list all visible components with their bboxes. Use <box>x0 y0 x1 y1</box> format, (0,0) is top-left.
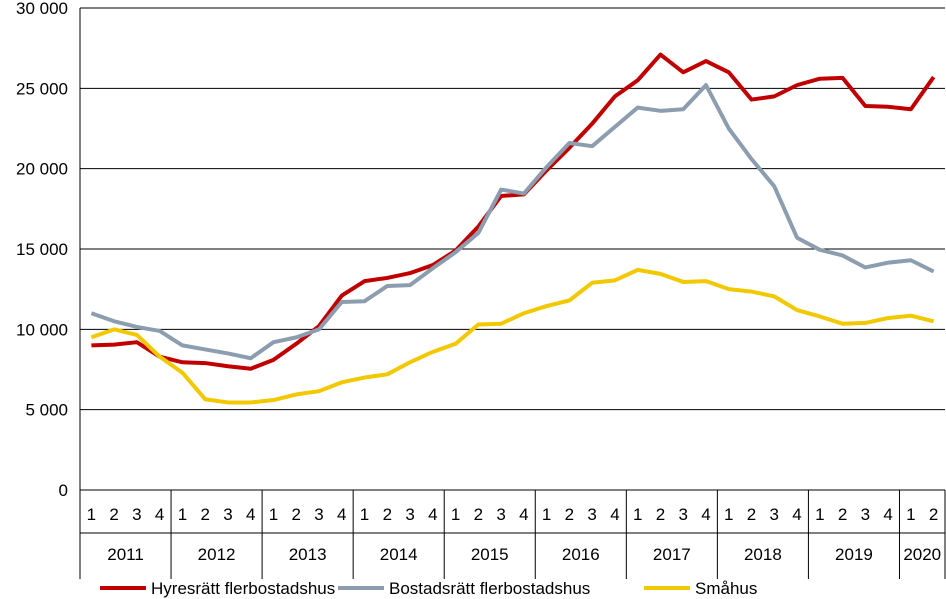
year-label: 2020 <box>903 545 941 564</box>
legend-label: Hyresrätt flerbostadshus <box>151 579 335 598</box>
quarter-label: 1 <box>360 505 369 524</box>
quarter-label: 3 <box>770 505 779 524</box>
quarter-label: 3 <box>223 505 232 524</box>
quarter-label: 4 <box>701 505 710 524</box>
quarter-label: 4 <box>610 505 619 524</box>
y-tick-label: 30 000 <box>16 0 68 18</box>
quarter-label: 3 <box>678 505 687 524</box>
year-label: 2013 <box>289 545 327 564</box>
y-tick-label: 0 <box>59 481 68 500</box>
quarter-label: 3 <box>587 505 596 524</box>
quarter-label: 1 <box>542 505 551 524</box>
quarter-label: 2 <box>109 505 118 524</box>
quarter-label: 2 <box>474 505 483 524</box>
series-line-1 <box>91 52 936 371</box>
quarter-label: 3 <box>861 505 870 524</box>
series-lines <box>90 52 936 405</box>
quarter-label: 2 <box>747 505 756 524</box>
quarter-label: 3 <box>132 505 141 524</box>
quarter-label: 4 <box>246 505 255 524</box>
year-label: 2019 <box>835 545 873 564</box>
y-tick-label: 20 000 <box>16 160 68 179</box>
quarter-label: 4 <box>792 505 801 524</box>
quarter-label: 1 <box>815 505 824 524</box>
quarter-label: 1 <box>87 505 96 524</box>
quarter-label: 2 <box>929 505 938 524</box>
year-label: 2011 <box>107 545 144 564</box>
gridlines <box>80 7 945 491</box>
y-tick-label: 10 000 <box>16 320 68 339</box>
legend-label: Småhus <box>695 579 757 598</box>
quarter-label: 1 <box>451 505 460 524</box>
year-label: 2018 <box>744 545 782 564</box>
year-label: 2014 <box>380 545 418 564</box>
quarter-label: 3 <box>314 505 323 524</box>
quarter-label: 3 <box>405 505 414 524</box>
quarter-label: 2 <box>838 505 847 524</box>
y-axis: 0 5 000 10 000 15 000 20 000 25 000 30 000 <box>16 0 81 579</box>
y-tick-label: 5 000 <box>25 401 68 420</box>
quarter-label: 4 <box>155 505 164 524</box>
quarter-label: 1 <box>633 505 642 524</box>
year-label: 2012 <box>198 545 236 564</box>
quarter-label: 1 <box>906 505 915 524</box>
year-label: 2017 <box>653 545 691 564</box>
quarter-label: 2 <box>656 505 665 524</box>
legend-label: Bostadsrätt flerbostadshus <box>389 579 590 598</box>
quarter-label: 2 <box>383 505 392 524</box>
legend: Hyresrätt flerbostadshus Bostadsrätt fler… <box>100 579 757 598</box>
quarter-label: 4 <box>428 505 437 524</box>
year-label: 2016 <box>562 545 600 564</box>
quarter-label: 1 <box>269 505 278 524</box>
y-tick-label: 25 000 <box>16 79 68 98</box>
year-label: 2015 <box>471 545 509 564</box>
y-tick-label: 15 000 <box>16 240 68 259</box>
quarter-label: 3 <box>496 505 505 524</box>
quarter-label: 4 <box>883 505 892 524</box>
quarter-label: 2 <box>292 505 301 524</box>
series-line-2 <box>90 83 935 361</box>
quarter-label: 2 <box>200 505 209 524</box>
quarter-label: 2 <box>565 505 574 524</box>
quarter-label: 4 <box>519 505 528 524</box>
series-line-3 <box>90 267 935 405</box>
quarter-label: 1 <box>178 505 187 524</box>
quarter-label: 1 <box>724 505 733 524</box>
quarter-label: 4 <box>337 505 346 524</box>
